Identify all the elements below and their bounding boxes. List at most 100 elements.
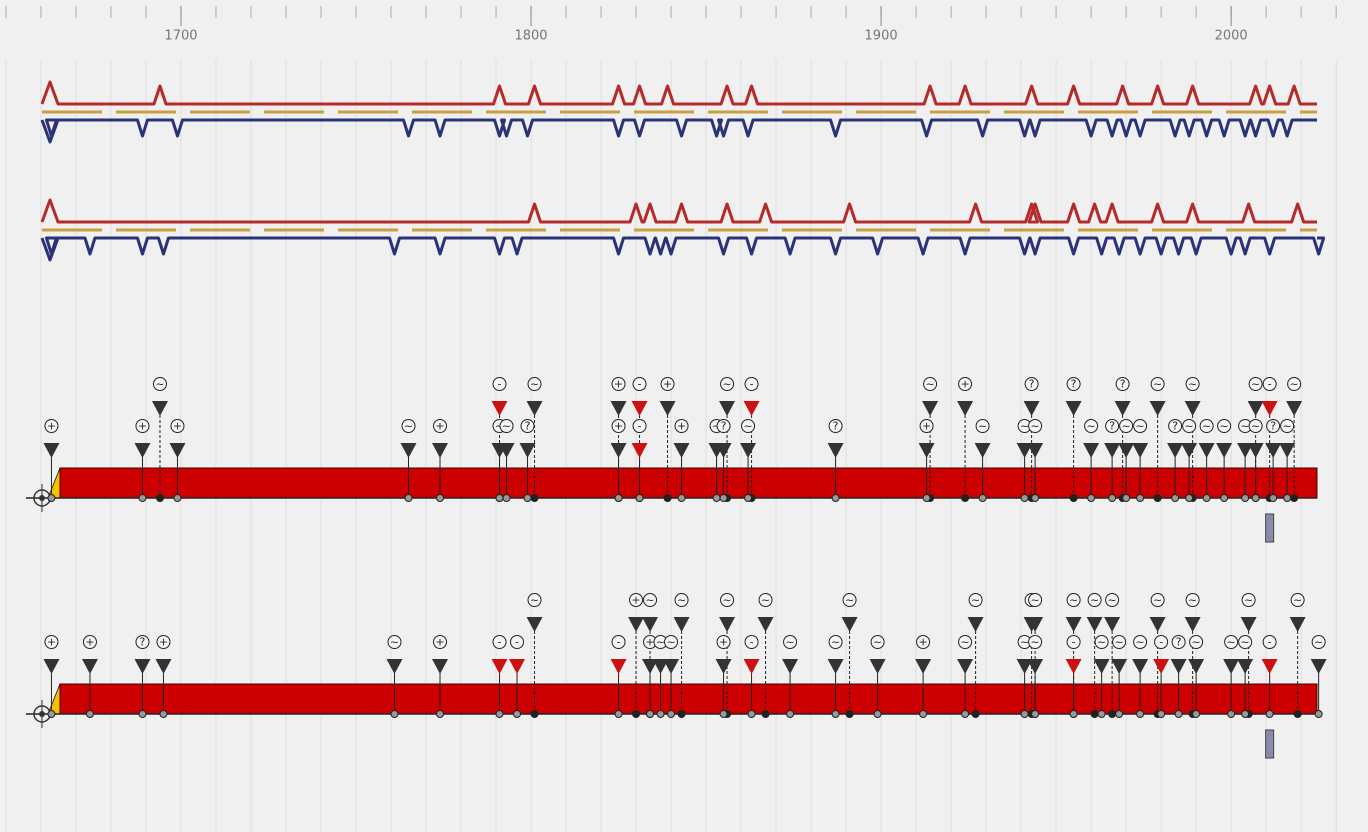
event-marker [1153,659,1170,674]
event-symbol: + [918,636,927,649]
symbol-ring [1112,635,1127,649]
event-symbol: ~ [1108,594,1117,607]
event-dot [677,494,686,502]
tick-label: 1700 [164,29,197,44]
event-symbol: ~ [712,420,721,433]
event-marker [1027,617,1044,632]
event-marker [134,443,151,458]
symbol-ring [629,593,644,607]
symbol-ring [1105,593,1120,607]
symbol-ring [135,419,150,433]
detail-track: ~ - ~ + - + ~ - ~ +??? ~ ~ ~ - ~+ + + ~ + ~~? + - + ~? ~? + ~ ~ ~ ~? ~… [26,377,1318,543]
event-symbol: ~ [1030,420,1039,433]
symbol-ring [1290,593,1305,607]
event-symbol: ~ [502,420,511,433]
event-symbol: ~ [978,420,987,433]
event-symbol: - [750,378,754,391]
symbol-ring [44,635,59,649]
symbol-ring [1066,635,1081,649]
symbol-ring [1238,635,1253,649]
event-dot [1314,710,1323,718]
event-marker [1181,443,1198,458]
symbol-ring [527,377,542,391]
event-marker [491,659,508,674]
event-dot [667,710,676,718]
event-dot [1122,494,1131,502]
event-marker [1265,443,1282,458]
event-dot [1283,494,1292,502]
event-dot [1108,710,1117,718]
symbol-ring [1028,635,1043,649]
symbol-ring [82,635,97,649]
event-marker [610,659,627,674]
event-symbol: ~ [1122,420,1131,433]
symbol-ring [958,377,973,391]
event-dot [761,710,770,718]
event-symbol: + [645,636,654,649]
event-marker [1170,659,1187,674]
event-symbol: ? [525,420,531,433]
event-dot [1185,494,1194,502]
blue-line [40,118,1317,144]
event-symbol: + [47,420,56,433]
event-marker [967,617,984,632]
symbol-ring [870,635,885,649]
event-symbol: ~ [1087,420,1096,433]
event-marker [1104,617,1121,632]
event-symbol: - [515,636,519,649]
symbol-ring [1154,635,1169,649]
event-marker [1310,659,1327,674]
event-symbol: ~ [1030,636,1039,649]
symbol-ring [643,593,658,607]
event-symbol: ~ [1251,420,1260,433]
symbol-ring [1133,419,1148,433]
event-marker [432,659,449,674]
symbol-ring [492,635,507,649]
event-symbol: ~ [1290,378,1299,391]
event-symbol: ~ [1136,636,1145,649]
event-marker [1016,659,1033,674]
symbol-ring [968,593,983,607]
tick-label: 2000 [1215,29,1248,44]
event-marker [1016,443,1033,458]
event-symbol: + [159,636,168,649]
symbol-ring [958,635,973,649]
event-symbol: ~ [1227,636,1236,649]
event-symbol: + [677,420,686,433]
symbol-ring [975,419,990,433]
event-marker [715,443,732,458]
event-marker [957,401,974,416]
event-dot [1115,710,1124,718]
event-dot [495,494,504,502]
symbol-ring [387,635,402,649]
event-marker [922,401,939,416]
event-symbol: ~ [1241,420,1250,433]
symbol-ring [401,419,416,433]
symbol-ring [170,419,185,433]
symbol-ring [741,419,756,433]
event-marker [43,659,60,674]
event-dot [719,710,728,718]
event-marker [743,401,760,416]
event-marker [915,659,932,674]
symbol-ring [828,635,843,649]
event-symbol: + [138,420,147,433]
symbol-ring [1241,593,1256,607]
event-symbol: - [498,378,502,391]
symbol-ring [1262,377,1277,391]
symbol-ring [1168,419,1183,433]
event-dot [1171,494,1180,502]
event-symbol: ~ [1153,378,1162,391]
event-marker [1118,443,1135,458]
start-wedge [47,683,61,715]
event-marker [134,659,151,674]
event-marker [610,443,627,458]
symbol-ring [152,377,167,391]
symbol-ring [842,593,857,607]
symbol-ring [433,419,448,433]
event-symbol: ? [1120,378,1126,391]
event-marker [1198,443,1215,458]
event-marker [1132,443,1149,458]
event-dot [1090,710,1099,718]
event-marker [957,659,974,674]
